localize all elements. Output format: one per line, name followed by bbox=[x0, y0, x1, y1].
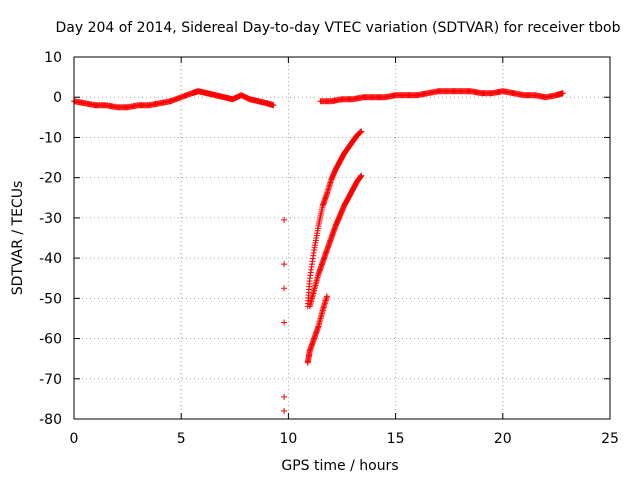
series-isolated-points bbox=[281, 216, 288, 414]
trace-point bbox=[357, 128, 364, 135]
grid-lines bbox=[74, 57, 610, 419]
data-point bbox=[281, 407, 288, 414]
y-tick-label: -60 bbox=[39, 332, 62, 348]
series-recovery-arc-lower bbox=[304, 293, 330, 366]
trace-point bbox=[323, 191, 330, 198]
x-tick-label: 15 bbox=[387, 431, 405, 447]
data-points bbox=[71, 88, 566, 414]
axis-ticks bbox=[73, 56, 611, 420]
y-tick-label: -50 bbox=[39, 291, 62, 307]
series-trace-recovery-arc-middle bbox=[307, 173, 364, 308]
data-point bbox=[281, 285, 288, 292]
plot-frame bbox=[73, 56, 611, 420]
series-trace-recovery-arc-lower bbox=[304, 294, 330, 365]
x-axis-label: GPS time / hours bbox=[281, 458, 398, 474]
chart-title: Day 204 of 2014, Sidereal Day-to-day VTE… bbox=[55, 20, 620, 36]
series-trace-main-trace-late bbox=[318, 88, 566, 105]
trace-point bbox=[319, 204, 326, 211]
trace-point bbox=[310, 288, 317, 295]
y-tick-label: 0 bbox=[53, 90, 62, 106]
trace-point bbox=[269, 102, 276, 109]
x-tick-label: 5 bbox=[177, 431, 186, 447]
trace-point bbox=[306, 278, 313, 285]
series-recovery-arc-middle bbox=[306, 172, 365, 310]
trace-point bbox=[559, 90, 566, 97]
trace-point bbox=[314, 272, 321, 279]
trace-point bbox=[310, 249, 317, 256]
trace-point bbox=[323, 294, 330, 301]
trace-point bbox=[319, 309, 326, 316]
trace-point bbox=[357, 173, 364, 180]
data-point bbox=[281, 216, 288, 223]
data-point bbox=[281, 261, 288, 268]
x-tick-label: 25 bbox=[601, 431, 619, 447]
series-main-trace-late bbox=[317, 88, 566, 105]
x-tick-label: 0 bbox=[70, 431, 79, 447]
y-tick-label: -30 bbox=[39, 211, 62, 227]
y-tick-label: -70 bbox=[39, 372, 62, 388]
series-trace-main-trace-early bbox=[72, 88, 276, 111]
y-axis-label: SDTVAR / TECUs bbox=[10, 181, 26, 296]
y-tick-label: 10 bbox=[44, 50, 62, 66]
data-point bbox=[281, 319, 288, 326]
y-tick-label: -80 bbox=[39, 412, 62, 428]
x-tick-label: 20 bbox=[494, 431, 512, 447]
y-tick-label: -20 bbox=[39, 171, 62, 187]
series-trace-recovery-arc-upper bbox=[304, 128, 364, 307]
y-tick-label: -40 bbox=[39, 251, 62, 267]
data-point bbox=[281, 393, 288, 400]
trace-point bbox=[314, 225, 321, 232]
series-recovery-arc-upper bbox=[304, 128, 365, 310]
x-tick-label: 10 bbox=[279, 431, 297, 447]
y-tick-label: -10 bbox=[39, 130, 62, 146]
series-main-trace-early bbox=[71, 88, 277, 111]
trace-point bbox=[314, 324, 321, 331]
tick-labels: 0 5 10 15 20 25 10 0 -10 -20 -30 -40 -50 -60 -70 -80 bbox=[39, 50, 619, 447]
